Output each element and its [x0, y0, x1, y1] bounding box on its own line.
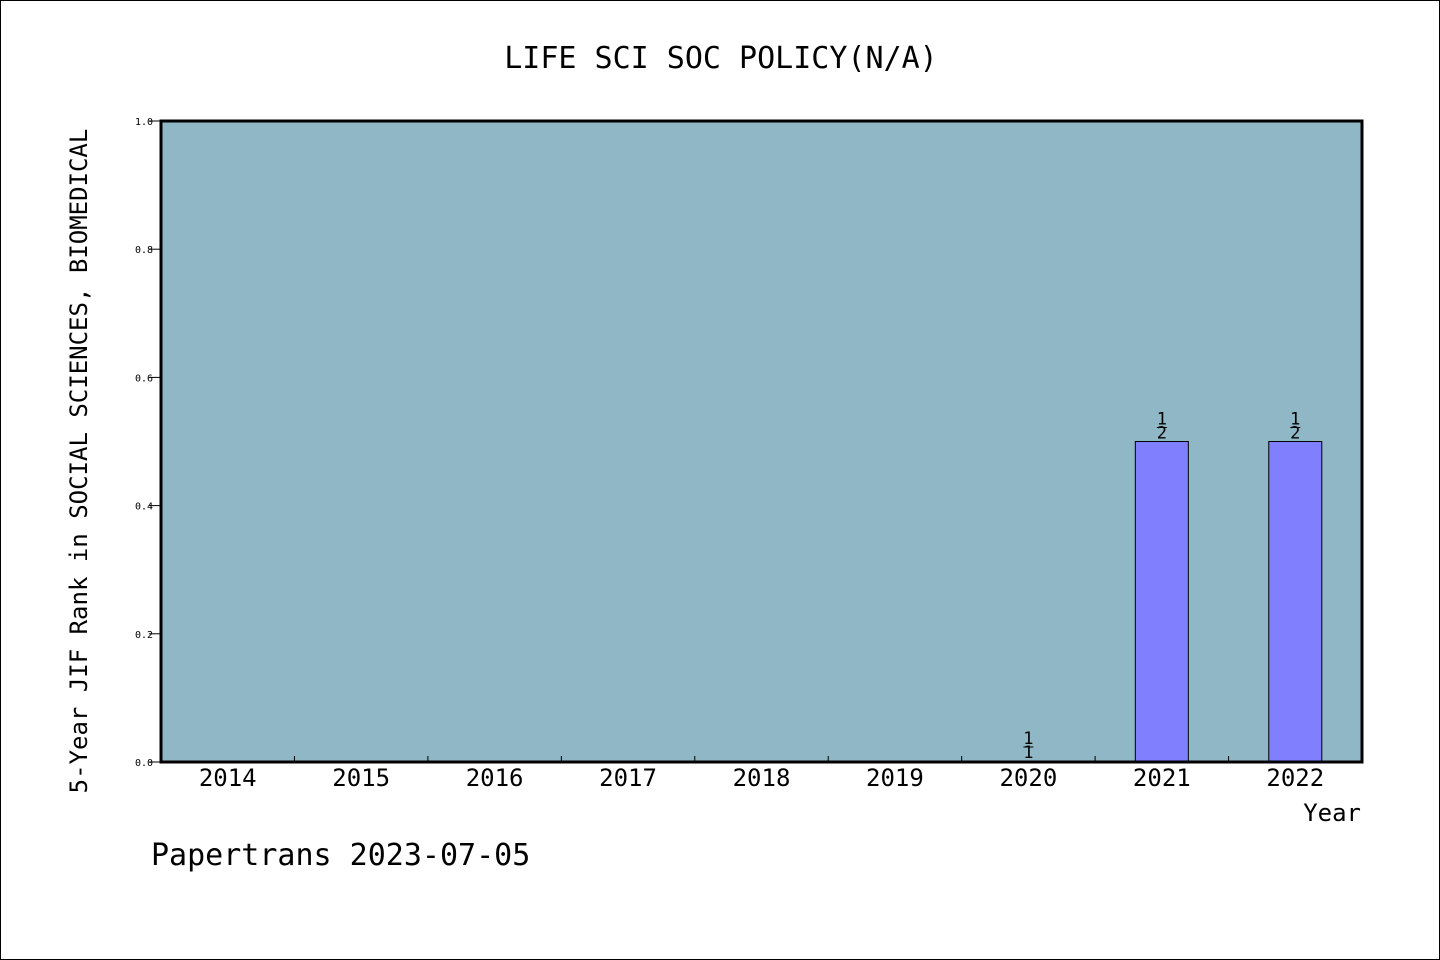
x-tick-label: 2020	[999, 764, 1057, 792]
x-tick-label: 2018	[733, 764, 791, 792]
x-tick-label: 2016	[466, 764, 524, 792]
bar-label-denominator: 2	[1290, 424, 1300, 444]
x-tick-label: 2019	[866, 764, 924, 792]
plot-border	[159, 119, 1364, 764]
x-tick-label: 2014	[199, 764, 257, 792]
footer-credit: Papertrans 2023-07-05	[151, 838, 530, 873]
bar-label-denominator: 2	[1157, 424, 1167, 444]
y-tick-label: 0.6	[135, 373, 153, 384]
y-axis-label: 5-Year JIF Rank in SOCIAL SCIENCES, BIOM…	[65, 129, 93, 794]
y-tick-label: 0.0	[135, 758, 153, 769]
x-tick-label: 2017	[599, 764, 657, 792]
bar-label-numerator: 1	[1157, 410, 1167, 430]
x-tick-label: 2021	[1133, 764, 1191, 792]
y-tick-label: 0.8	[135, 245, 153, 256]
bar-label-numerator: 1	[1290, 410, 1300, 430]
x-tick-label: 2022	[1266, 764, 1324, 792]
x-axis-label: Year	[1303, 799, 1361, 827]
y-tick-label: 1.0	[135, 117, 153, 128]
bar	[1268, 441, 1323, 763]
bar-label-denominator: 1	[1023, 743, 1033, 763]
bar	[1134, 441, 1189, 763]
y-tick-label: 0.4	[135, 502, 153, 513]
x-tick-label: 2015	[332, 764, 390, 792]
chart-title: LIFE SCI SOC POLICY(N/A)	[504, 41, 937, 76]
y-tick-label: 0.2	[135, 630, 153, 641]
bar-label-numerator: 1	[1023, 729, 1033, 749]
